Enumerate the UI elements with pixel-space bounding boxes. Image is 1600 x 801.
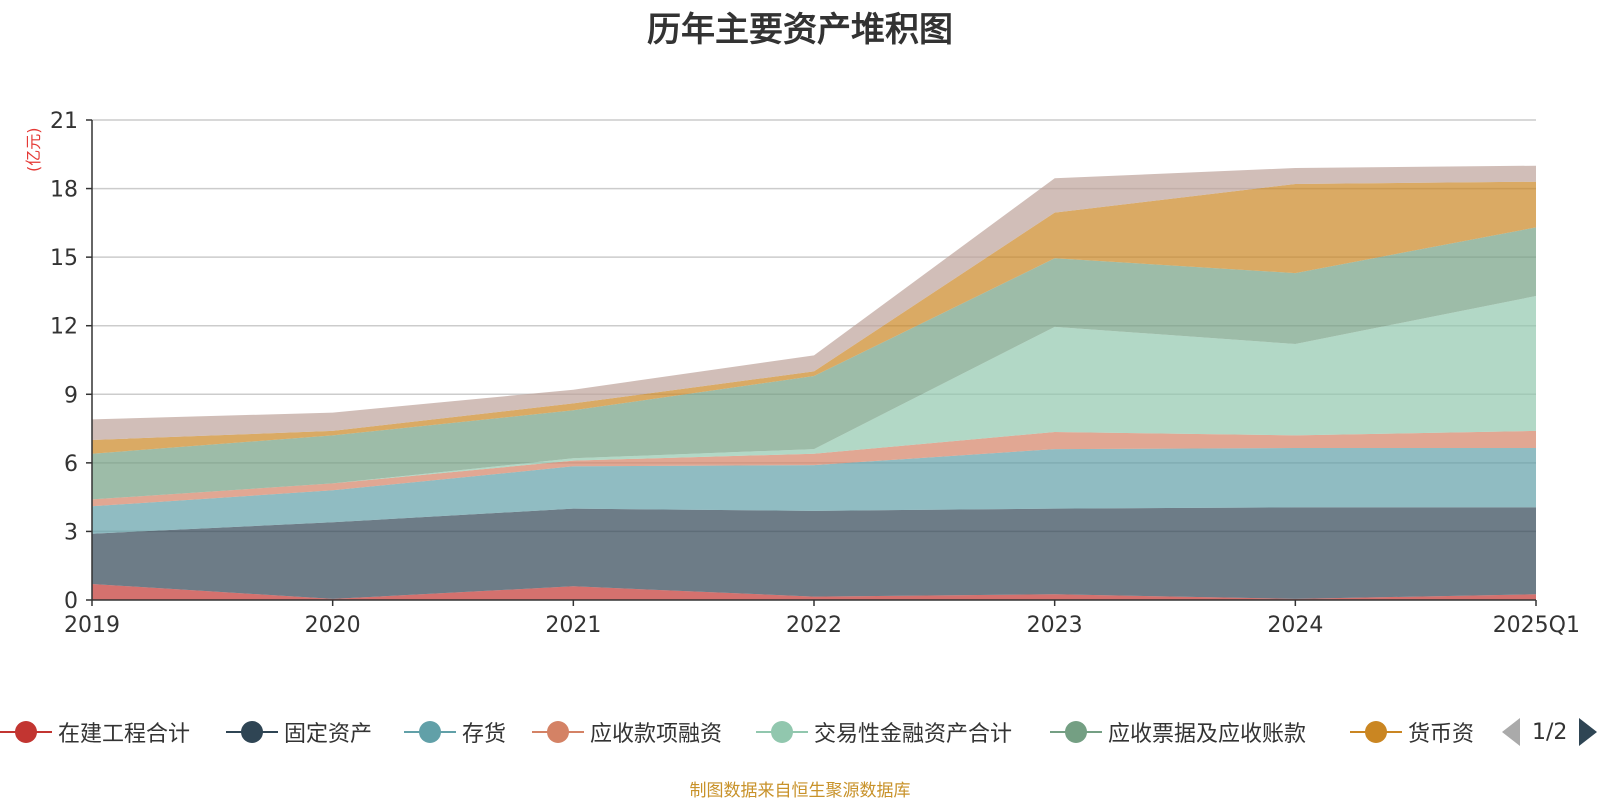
x-tick-label: 2024: [1267, 613, 1323, 638]
y-tick-label: 0: [64, 589, 78, 614]
chart-title: 历年主要资产堆积图: [647, 10, 953, 50]
legend-marker-icon: [404, 712, 456, 752]
legend-marker-icon: [226, 712, 278, 752]
legend-marker-icon: [532, 712, 584, 752]
legend-label: 应收款项融资: [590, 722, 723, 747]
y-tick-label: 15: [50, 246, 78, 271]
area-series-4[interactable]: [92, 296, 1536, 500]
area-series-3[interactable]: [92, 430, 1536, 507]
legend-label: 在建工程合计: [58, 722, 191, 747]
x-tick-label: 2022: [786, 613, 842, 638]
legend-item[interactable]: 在建工程合计: [0, 712, 190, 752]
legend-next-arrow-icon[interactable]: [1579, 718, 1598, 746]
x-tick-label: 2025Q1: [1493, 613, 1580, 638]
area-series-2[interactable]: [92, 448, 1536, 534]
legend-item[interactable]: 存货: [404, 712, 506, 752]
legend-item[interactable]: 交易性金融资产合计: [756, 712, 1012, 752]
y-tick-label: 12: [50, 315, 78, 340]
legend-label: 存货: [462, 722, 507, 747]
legend-item[interactable]: 应收款项融资: [532, 712, 722, 752]
y-tick-label: 6: [64, 452, 78, 477]
legend-item[interactable]: 固定资产: [226, 712, 372, 752]
legend-label: 应收票据及应收账款: [1108, 722, 1307, 747]
y-tick-label: 9: [64, 383, 78, 408]
series-areas: [92, 165, 1536, 600]
y-tick-label: 3: [64, 520, 78, 545]
y-tick-label: 21: [50, 109, 78, 134]
area-series-6[interactable]: [92, 181, 1536, 454]
area-series-1[interactable]: [92, 507, 1536, 599]
legend-label: 货币资: [1408, 722, 1475, 747]
data-source-note: 制图数据来自恒生聚源数据库: [689, 781, 911, 801]
area-series-0[interactable]: [92, 584, 1536, 600]
legend-page-indicator: 1/2: [1532, 719, 1568, 745]
x-tick-label: 2020: [305, 613, 361, 638]
x-tick-label: 2023: [1027, 613, 1083, 638]
legend-marker-icon: [1050, 712, 1102, 752]
legend-label: 固定资产: [284, 722, 373, 747]
x-tick-labels: 2019 2020 2021 2022 2023 2024 2025Q1: [64, 600, 1580, 638]
legend-marker-icon: [756, 712, 808, 752]
legend-item[interactable]: 应收票据及应收账款: [1050, 712, 1306, 752]
x-tick-label: 2021: [545, 613, 601, 638]
legend: 在建工程合计 固定资产 存货 应收款项融资 交易性金融资产合计 应收票据及应收账款 货币资: [0, 712, 1600, 752]
legend-marker-icon: [1350, 712, 1402, 752]
x-tick-label: 2019: [64, 613, 120, 638]
legend-pager: 1/2: [1502, 712, 1598, 752]
legend-label: 交易性金融资产合计: [814, 722, 1013, 747]
y-tick-labels: 0 3 6 9 12 15 18 21: [50, 109, 92, 614]
legend-item[interactable]: 货币资: [1350, 712, 1474, 752]
legend-marker-icon: [0, 712, 52, 752]
legend-prev-arrow-icon[interactable]: [1502, 718, 1520, 746]
area-series-5[interactable]: [92, 227, 1536, 500]
y-tick-label: 18: [50, 178, 78, 203]
